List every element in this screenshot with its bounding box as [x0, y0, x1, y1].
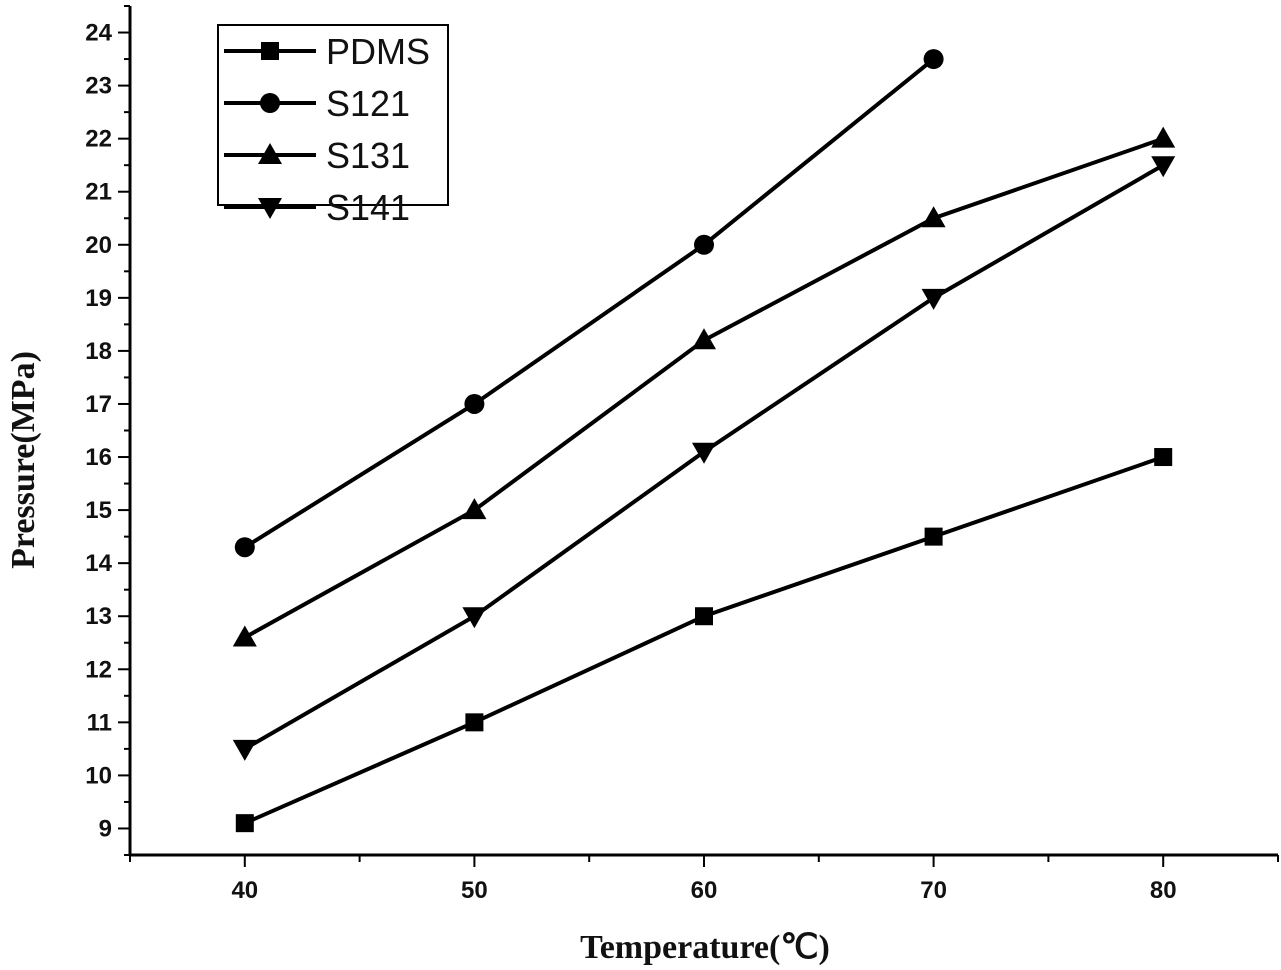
series-line-s121	[243, 57, 935, 549]
marker-triangle-down	[462, 607, 487, 629]
series-s141	[232, 156, 1176, 761]
marker-circle	[234, 537, 255, 558]
y-tick-label: 23	[85, 73, 112, 100]
y-tick-label: 9	[99, 815, 112, 842]
x-tick-label: 50	[461, 877, 488, 904]
y-tick-label: 15	[85, 497, 112, 524]
y-tick-label: 12	[85, 656, 112, 683]
x-tick-label: 40	[231, 877, 258, 904]
y-tick-label: 18	[85, 338, 112, 365]
legend-label: S131	[326, 135, 410, 176]
y-tick-label: 19	[85, 285, 112, 312]
legend-label: PDMS	[326, 31, 430, 72]
marker-triangle-up	[462, 498, 487, 520]
y-tick-label: 22	[85, 126, 112, 153]
ticks: 40 50 60 70 80 9 10 11 12 13 14 15 16 17 18 19 20 21 22 23 2…	[85, 5, 1279, 904]
y-tick-label: 16	[85, 444, 112, 471]
series-pdms	[235, 448, 1173, 833]
legend-item-s131: S131	[224, 135, 410, 176]
marker-circle	[260, 93, 280, 113]
y-axis-title: Pressure(MPa)	[5, 351, 42, 569]
marker-circle	[464, 393, 485, 414]
marker-square	[1154, 448, 1173, 467]
marker-square	[924, 527, 943, 546]
marker-triangle-up	[232, 625, 257, 647]
legend-item-s141: S141	[224, 187, 410, 228]
series-line-pdms	[243, 455, 1164, 825]
marker-triangle-up	[692, 328, 716, 350]
y-tick-label: 13	[85, 603, 112, 630]
y-tick-label: 17	[85, 391, 112, 418]
legend-item-s121: S121	[224, 83, 410, 124]
marker-circle	[923, 49, 944, 70]
marker-triangle-down	[258, 198, 282, 219]
y-tick-label: 21	[85, 179, 112, 206]
series-s121	[234, 49, 944, 558]
y-tick-label: 14	[85, 550, 112, 577]
marker-triangle-down	[232, 739, 257, 761]
marker-square	[695, 607, 713, 626]
series-s131	[232, 126, 1176, 647]
legend-label: S141	[326, 187, 410, 228]
marker-square	[235, 814, 254, 833]
marker-square	[261, 42, 279, 60]
x-tick-label: 80	[1150, 877, 1177, 904]
marker-triangle-up	[921, 206, 946, 228]
legend-label: S121	[326, 83, 410, 124]
marker-triangle-down	[1151, 156, 1176, 178]
legend-box	[217, 24, 449, 206]
marker-triangle-down	[692, 442, 716, 464]
x-tick-label: 70	[920, 877, 947, 904]
marker-circle	[694, 234, 714, 255]
legend-item-pdms: PDMS	[224, 31, 430, 72]
y-tick-label: 11	[87, 709, 112, 736]
marker-square	[465, 713, 484, 732]
x-axis-title: Temperature(℃)	[580, 929, 830, 966]
y-tick-label: 24	[85, 20, 112, 47]
series-layer	[232, 49, 1176, 833]
marker-triangle-down	[921, 288, 946, 310]
y-tick-label: 10	[85, 762, 112, 789]
marker-triangle-up	[1151, 126, 1176, 148]
x-tick-label: 60	[691, 877, 718, 904]
y-tick-label: 20	[85, 232, 112, 259]
legend: PDMS S121 S131 S141	[217, 24, 449, 228]
marker-triangle-up	[258, 143, 282, 164]
